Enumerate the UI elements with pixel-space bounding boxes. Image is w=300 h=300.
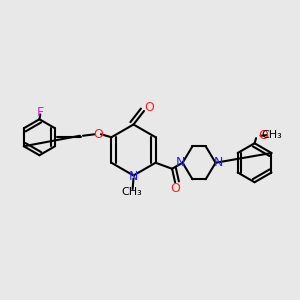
Text: N: N: [213, 156, 223, 169]
Text: CH₃: CH₃: [262, 130, 282, 140]
Text: F: F: [37, 106, 44, 119]
Text: O: O: [258, 129, 268, 142]
Text: O: O: [144, 100, 154, 114]
Text: N: N: [129, 170, 138, 184]
Text: CH₃: CH₃: [122, 187, 142, 197]
Text: O: O: [93, 128, 103, 141]
Text: N: N: [176, 156, 185, 169]
Text: O: O: [170, 182, 180, 195]
